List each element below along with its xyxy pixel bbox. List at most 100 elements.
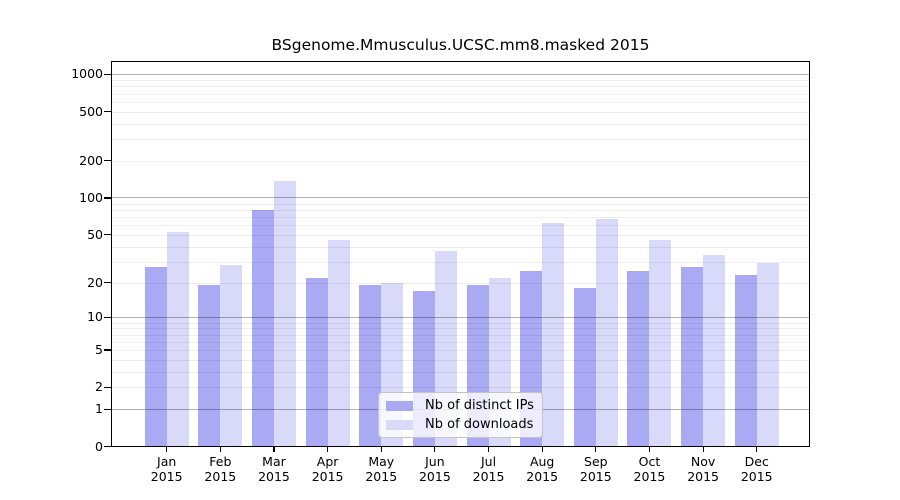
gridline-minor xyxy=(111,328,810,330)
bar-downloads-mar xyxy=(273,180,296,447)
x-axis-tick xyxy=(273,446,275,452)
legend-label-downloads: Nb of downloads xyxy=(425,417,534,432)
gridline-minor xyxy=(111,101,810,103)
gridline-minor xyxy=(111,234,810,236)
gridline-minor xyxy=(111,93,810,95)
x-axis-year-line: 2015 xyxy=(687,468,719,484)
bar-downloads-jan xyxy=(166,231,189,447)
bar-ips-feb xyxy=(198,285,221,447)
y-axis-tick-label-200: 200 xyxy=(79,152,103,168)
y-axis-tick-label-1000: 1000 xyxy=(71,66,103,82)
x-axis-tick xyxy=(702,446,704,452)
bar-downloads-nov xyxy=(703,255,726,447)
y-axis-tick-label-10: 10 xyxy=(87,309,103,325)
legend-label-distinct-ips: Nb of distinct IPs xyxy=(425,398,534,413)
gridline-minor xyxy=(111,359,810,361)
bar-downloads-feb xyxy=(220,265,243,447)
x-axis-month-line: Jul xyxy=(480,453,497,469)
x-axis-month-label-mar: Mar 2015 xyxy=(247,454,301,484)
x-axis-year-line: 2015 xyxy=(633,468,666,484)
x-axis-tick xyxy=(595,446,597,452)
y-axis-tick xyxy=(104,349,111,351)
bar-ips-sep xyxy=(573,287,596,447)
x-axis-tick xyxy=(541,446,543,452)
y-axis-tick-label-100: 100 xyxy=(79,189,103,205)
plot-area-frame xyxy=(111,61,810,447)
y-axis-tick-label-5: 5 xyxy=(95,342,103,357)
y-axis-tick xyxy=(104,386,111,388)
gridline-minor xyxy=(111,203,810,205)
gridline-minor xyxy=(111,225,810,227)
x-axis-year-line: 2015 xyxy=(740,468,773,484)
x-axis-tick xyxy=(648,446,651,452)
gridline-minor xyxy=(111,322,810,324)
x-axis-year-line: 2015 xyxy=(579,468,612,484)
y-axis-tick-label-50: 50 xyxy=(87,226,103,242)
x-axis-month-label-dec: Dec 2015 xyxy=(730,454,784,484)
y-axis-tick xyxy=(104,111,111,113)
bar-downloads-sep xyxy=(595,219,618,447)
bar-ips-may xyxy=(359,285,382,447)
gridline-minor xyxy=(111,261,810,263)
x-axis-tick xyxy=(487,446,490,452)
x-axis-month-line: Nov xyxy=(690,453,716,469)
x-axis-month-line: Aug xyxy=(529,453,555,469)
x-axis-month-label-nov: Nov 2015 xyxy=(676,454,730,484)
gridline-minor xyxy=(111,123,810,125)
x-axis-tick xyxy=(380,446,382,452)
x-axis-month-line: Apr xyxy=(316,453,339,469)
x-axis-month-label-feb: Feb 2015 xyxy=(193,454,247,484)
x-axis-month-label-oct: Oct 2015 xyxy=(622,454,676,484)
gridline-minor xyxy=(111,387,810,389)
x-axis-month-label-apr: Apr 2015 xyxy=(301,454,355,484)
x-axis-year-line: 2015 xyxy=(150,468,183,484)
x-axis-month-label-jan: Jan 2015 xyxy=(140,454,194,484)
gridline-minor xyxy=(111,371,810,373)
x-axis-tick xyxy=(756,446,758,452)
y-axis-tick xyxy=(104,160,111,162)
x-axis-year-line: 2015 xyxy=(365,468,398,484)
gridline-minor xyxy=(111,350,810,351)
x-axis-month-line: Oct xyxy=(638,453,661,469)
legend-item-downloads: Nb of downloads xyxy=(379,415,542,434)
x-axis-month-line: Feb xyxy=(209,453,232,469)
x-axis-month-label-jun: Jun 2015 xyxy=(408,454,462,484)
x-axis-year-line: 2015 xyxy=(311,468,344,484)
legend-swatch-downloads-icon xyxy=(386,419,413,430)
y-axis-tick-label-1: 1 xyxy=(95,401,103,417)
gridline-major xyxy=(111,197,810,199)
y-axis-tick xyxy=(104,197,111,199)
x-axis-month-label-may: May 2015 xyxy=(354,454,408,484)
y-axis-tick xyxy=(104,281,111,284)
x-axis-year-line: 2015 xyxy=(418,468,451,484)
gridline-minor xyxy=(111,111,810,113)
x-axis-tick xyxy=(219,446,221,452)
y-axis-tick xyxy=(104,73,111,76)
legend-item-distinct-ips: Nb of distinct IPs xyxy=(379,396,542,415)
y-axis-tick xyxy=(104,316,111,318)
y-axis-tick-label-500: 500 xyxy=(79,103,103,119)
bar-ips-nov xyxy=(681,267,704,447)
gridline-minor xyxy=(111,216,810,218)
legend: Nb of distinct IPs Nb of downloads xyxy=(378,392,543,438)
gridline-minor xyxy=(111,160,810,162)
x-axis-month-line: May xyxy=(368,453,395,469)
x-axis-month-line: Mar xyxy=(262,453,286,469)
bar-ips-mar xyxy=(251,209,274,447)
gridline-minor xyxy=(111,139,810,141)
x-axis-month-label-aug: Aug 2015 xyxy=(515,454,569,484)
y-axis-tick xyxy=(104,445,111,448)
x-axis-month-line: Sep xyxy=(584,453,608,469)
bar-downloads-dec xyxy=(756,263,779,447)
gridline-minor xyxy=(111,246,810,248)
y-axis-tick xyxy=(104,234,111,236)
x-axis-year-line: 2015 xyxy=(258,468,290,484)
gridline-major xyxy=(111,316,810,318)
x-axis-tick xyxy=(166,446,168,452)
x-axis-tick xyxy=(434,446,436,452)
bar-downloads-apr xyxy=(327,240,350,447)
y-axis-tick-label-0: 0 xyxy=(95,438,103,454)
x-axis-year-line: 2015 xyxy=(526,468,559,484)
gridline-minor xyxy=(111,86,810,88)
